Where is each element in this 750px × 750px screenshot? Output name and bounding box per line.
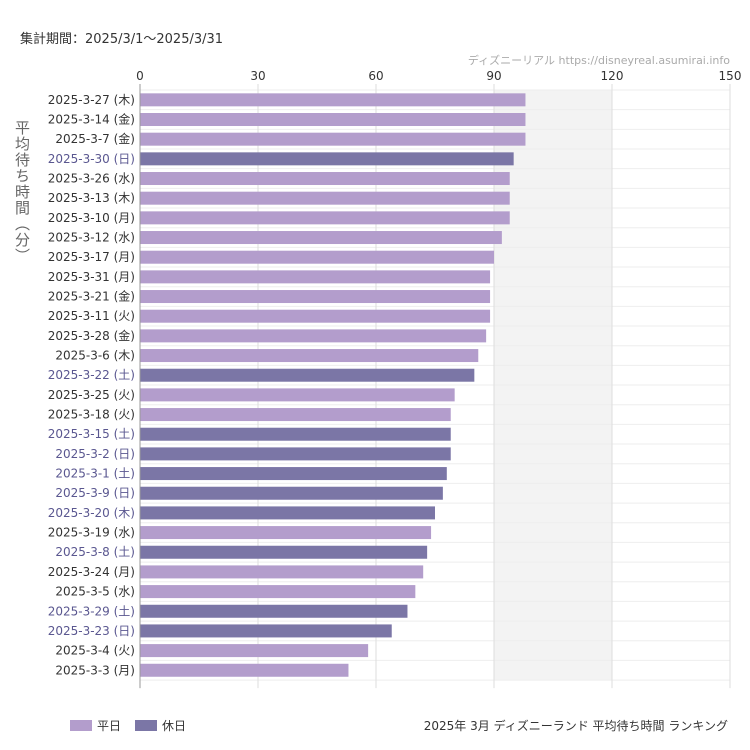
bar <box>140 329 487 343</box>
bar <box>140 644 369 658</box>
aggregation-period: 集計期間：2025/3/1～2025/3/31 <box>20 32 224 47</box>
category-label: 2025-3-18 (火) <box>48 408 135 422</box>
bar <box>140 211 510 225</box>
category-label: 2025-3-4 (火) <box>55 644 135 658</box>
x-tick-label: 0 <box>136 69 144 83</box>
bar <box>140 309 491 323</box>
bar <box>140 270 491 284</box>
category-label: 2025-3-15 (土) <box>48 427 135 441</box>
bar <box>140 250 494 264</box>
category-label: 2025-3-14 (金) <box>48 112 135 127</box>
category-label: 2025-3-30 (日) <box>48 152 135 166</box>
x-tick-label: 60 <box>368 69 383 83</box>
category-label: 2025-3-1 (土) <box>55 467 135 481</box>
bar <box>140 447 451 461</box>
bar <box>140 388 455 402</box>
category-label: 2025-3-3 (月) <box>55 663 135 677</box>
bar <box>140 132 526 146</box>
category-label: 2025-3-17 (月) <box>48 250 135 264</box>
bar <box>140 565 424 579</box>
bar <box>140 191 510 205</box>
category-label: 2025-3-24 (月) <box>48 565 135 579</box>
x-tick-label: 150 <box>719 69 742 83</box>
bar <box>140 152 514 166</box>
bar <box>140 93 526 107</box>
category-label: 2025-3-11 (火) <box>48 309 135 323</box>
legend: 平日 休日 <box>70 717 186 734</box>
bar <box>140 172 510 186</box>
category-label: 2025-3-25 (火) <box>48 388 135 402</box>
legend-holiday-label: 休日 <box>162 719 187 733</box>
category-label: 2025-3-7 (金) <box>55 131 135 146</box>
category-label: 2025-3-13 (木) <box>48 191 135 205</box>
category-label: 2025-3-21 (金) <box>48 289 135 304</box>
bar <box>140 526 432 540</box>
x-tick-label: 30 <box>250 69 265 83</box>
category-label: 2025-3-29 (土) <box>48 604 135 618</box>
bar <box>140 231 502 245</box>
category-label: 2025-3-9 (日) <box>55 486 135 500</box>
category-label: 2025-3-8 (土) <box>55 545 135 559</box>
bar <box>140 624 392 638</box>
bar <box>140 349 479 363</box>
category-label: 2025-3-28 (金) <box>48 328 135 343</box>
category-label: 2025-3-23 (日) <box>48 624 135 638</box>
legend-weekday-label: 平日 <box>97 719 122 733</box>
bar <box>140 467 447 481</box>
x-tick-label: 120 <box>601 69 624 83</box>
bar <box>140 290 491 304</box>
bar <box>140 113 526 127</box>
bar <box>140 506 435 520</box>
x-tick-label: 90 <box>486 69 501 83</box>
bar <box>140 545 428 559</box>
category-label: 2025-3-2 (日) <box>55 447 135 461</box>
chart-title: 2025年 3月 ディズニーランド 平均待ち時間 ランキング <box>423 719 728 733</box>
weekday-swatch <box>70 720 92 731</box>
category-label: 2025-3-27 (木) <box>48 93 135 107</box>
legend-item-weekday[interactable]: 平日 <box>70 717 121 734</box>
source-credit: ディズニーリアル https://disneyreal.asumirai.inf… <box>467 54 730 67</box>
category-label: 2025-3-6 (木) <box>55 349 135 363</box>
category-label: 2025-3-12 (水) <box>48 231 135 245</box>
holiday-swatch <box>135 720 158 731</box>
bar <box>140 408 451 422</box>
category-label: 2025-3-10 (月) <box>48 211 135 225</box>
y-axis-label: 平均待ち時間（分） <box>13 120 31 264</box>
category-label: 2025-3-19 (水) <box>48 526 135 540</box>
legend-item-holiday[interactable]: 休日 <box>135 717 186 734</box>
bar <box>140 486 443 500</box>
category-label: 2025-3-31 (月) <box>48 270 135 284</box>
category-label: 2025-3-26 (水) <box>48 172 135 186</box>
bar-chart: 0 30 60 90 120 150 2025-3-27 (木) 2025-3-14 (金) 2… <box>48 69 742 689</box>
category-label: 2025-3-22 (土) <box>48 368 135 382</box>
bar <box>140 663 349 677</box>
category-label: 2025-3-5 (水) <box>55 585 135 599</box>
bar <box>140 368 475 382</box>
bar <box>140 585 416 599</box>
bar <box>140 604 408 618</box>
bar <box>140 427 451 441</box>
category-label: 2025-3-20 (木) <box>48 506 135 520</box>
